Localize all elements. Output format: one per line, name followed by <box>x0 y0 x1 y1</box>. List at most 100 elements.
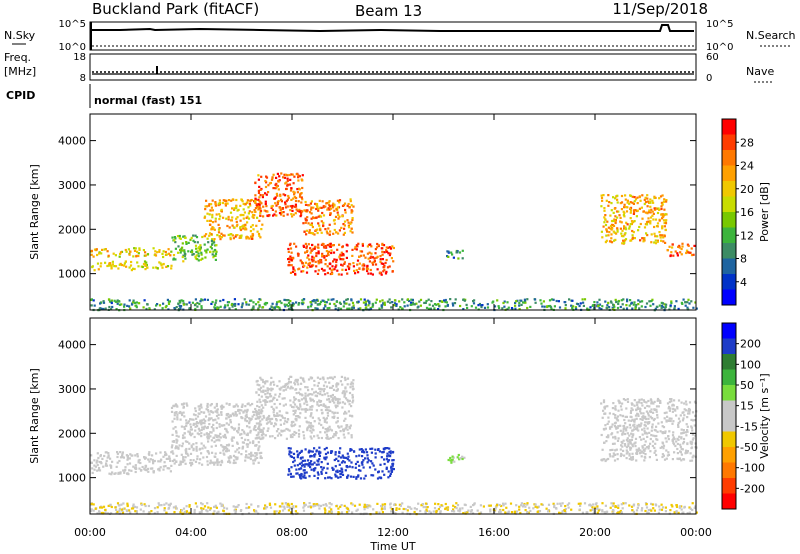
data-cell <box>389 506 392 509</box>
data-cell <box>358 255 361 258</box>
data-cell <box>215 250 218 253</box>
data-cell <box>371 447 374 450</box>
data-cell <box>319 504 323 507</box>
data-cell <box>335 231 338 234</box>
data-cell <box>317 473 320 476</box>
data-cell <box>644 424 647 427</box>
data-cell <box>553 504 556 507</box>
data-cell <box>691 419 695 422</box>
data-cell <box>239 214 242 217</box>
data-cell <box>327 207 330 210</box>
data-cell <box>152 462 155 465</box>
data-cell <box>176 235 180 238</box>
data-cell <box>672 254 675 257</box>
data-cell <box>265 417 268 420</box>
data-cell <box>386 447 389 450</box>
data-cell <box>664 213 667 216</box>
data-cell <box>270 389 273 392</box>
data-cell <box>444 305 447 308</box>
data-cell <box>287 250 290 253</box>
data-cell <box>654 196 657 199</box>
data-cell <box>302 245 306 248</box>
data-cell <box>190 236 193 239</box>
data-cell <box>170 446 173 449</box>
data-cell <box>617 210 620 213</box>
data-cell <box>617 302 620 305</box>
data-cell <box>90 502 93 505</box>
data-cell <box>604 218 607 221</box>
data-cell <box>642 416 645 420</box>
data-cell <box>440 504 443 507</box>
data-cell <box>174 247 177 250</box>
data-cell <box>596 511 599 514</box>
data-cell <box>287 194 290 198</box>
data-cell <box>211 238 214 241</box>
data-cell <box>259 211 262 214</box>
data-cell <box>638 398 641 401</box>
data-cell <box>679 451 682 454</box>
data-cell <box>566 503 569 506</box>
data-cell <box>313 391 316 394</box>
data-cell <box>681 419 685 422</box>
data-cell <box>202 426 205 429</box>
data-cell <box>311 255 314 258</box>
data-cell <box>453 460 456 463</box>
data-cell <box>363 264 366 267</box>
data-cell <box>223 433 227 436</box>
data-cell <box>235 220 238 223</box>
y-tick-label: 2000 <box>58 223 86 236</box>
data-cell <box>259 236 262 239</box>
data-cell <box>332 202 335 205</box>
data-cell <box>246 425 249 428</box>
data-cell <box>307 305 310 308</box>
data-cell <box>112 252 115 255</box>
data-cell <box>219 502 222 505</box>
data-cell <box>364 474 367 477</box>
data-cell <box>260 408 263 411</box>
data-cell <box>595 502 598 505</box>
data-cell <box>683 402 686 405</box>
data-cell <box>192 239 195 242</box>
data-cell <box>185 447 188 451</box>
data-cell <box>194 298 197 301</box>
data-cell <box>304 448 307 451</box>
data-cell <box>662 447 665 450</box>
data-cell <box>625 307 629 310</box>
data-cell <box>245 228 248 231</box>
data-cell <box>687 244 690 247</box>
data-cell <box>196 301 199 305</box>
data-cell <box>608 412 611 415</box>
data-cell <box>181 242 184 245</box>
data-cell <box>104 451 107 454</box>
data-cell <box>619 305 622 309</box>
data-cell <box>275 204 278 207</box>
data-cell <box>596 507 599 510</box>
data-cell <box>273 396 276 399</box>
data-cell <box>415 302 418 305</box>
data-cell <box>381 451 384 454</box>
data-cell <box>391 270 394 273</box>
data-cell <box>299 467 302 470</box>
data-cell <box>692 454 695 457</box>
data-cell <box>156 251 159 254</box>
data-cell <box>628 202 631 205</box>
data-cell <box>343 395 346 398</box>
data-cell <box>304 200 307 204</box>
data-cell <box>677 245 680 248</box>
data-cell <box>169 254 172 257</box>
data-cell <box>345 256 348 259</box>
data-cell <box>274 422 277 425</box>
data-cell <box>628 225 631 228</box>
data-cell <box>617 399 620 402</box>
data-cell <box>148 511 151 514</box>
data-cell <box>255 453 258 456</box>
data-cell <box>255 391 258 394</box>
data-cell <box>613 442 616 445</box>
data-cell <box>225 422 228 425</box>
data-cell <box>676 252 679 255</box>
data-cell <box>183 236 187 239</box>
data-cell <box>317 222 320 225</box>
data-cell <box>354 245 357 249</box>
data-cell <box>649 220 652 223</box>
data-cell <box>199 300 202 303</box>
